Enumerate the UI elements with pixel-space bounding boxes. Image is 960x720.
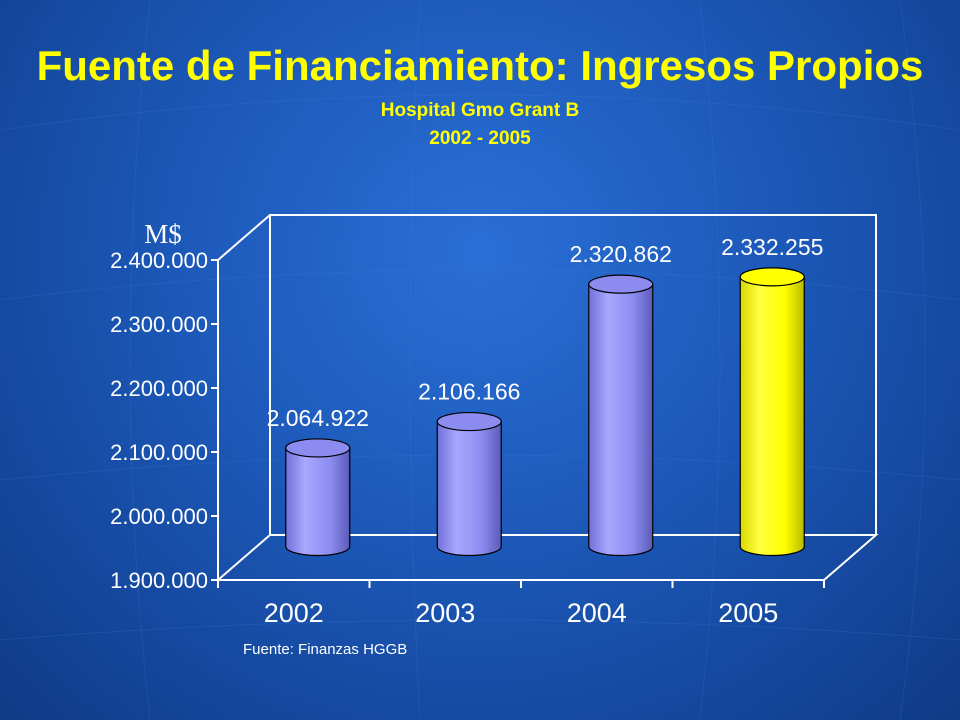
bar-2004 xyxy=(588,274,654,557)
bar-2003 xyxy=(436,411,502,557)
bar-body xyxy=(588,283,654,557)
bar-top xyxy=(285,438,351,458)
y-tick-label: 2.400.000 xyxy=(110,248,208,273)
y-tick-label: 1.900.000 xyxy=(110,568,208,593)
source-note: Fuente: Finanzas HGGB xyxy=(243,641,408,658)
bar-2005 xyxy=(739,267,805,557)
slide-subtitle-hospital: Hospital Gmo Grant B xyxy=(380,100,580,121)
chart-labels: 1.900.000 2.000.000 2.100.000 2.200.000 2.30… xyxy=(110,219,823,628)
x-tick-label: 2004 xyxy=(567,598,627,628)
bar-top xyxy=(739,267,805,287)
data-label: 2.320.862 xyxy=(570,241,672,267)
data-label: 2.064.922 xyxy=(267,405,369,431)
left-wall-edge xyxy=(217,214,271,261)
y-tick-label: 2.300.000 xyxy=(110,312,208,337)
bar-body xyxy=(436,420,502,557)
x-tick-label: 2003 xyxy=(415,598,475,628)
bar-2002 xyxy=(285,438,351,557)
data-label: 2.332.255 xyxy=(721,234,823,260)
slide-subtitle-years: 2002 - 2005 xyxy=(429,128,531,149)
chart-axes xyxy=(211,214,879,588)
chart-bars xyxy=(285,267,805,557)
slide-title: Fuente de Financiamiento: Ingresos Propi… xyxy=(36,42,924,89)
y-tick-label: 2.000.000 xyxy=(110,504,208,529)
data-label: 2.106.166 xyxy=(418,379,520,405)
bar-body xyxy=(739,276,805,557)
bar-top xyxy=(588,274,654,294)
y-tick-label: 2.200.000 xyxy=(110,376,208,401)
y-tick-label: 2.100.000 xyxy=(110,440,208,465)
chart-floor xyxy=(215,534,879,581)
bar-top xyxy=(436,411,502,432)
y-axis-label: M$ xyxy=(144,219,182,249)
x-tick-label: 2002 xyxy=(264,598,324,628)
bar-body xyxy=(285,447,351,557)
back-wall-frame xyxy=(269,214,877,535)
x-tick-label: 2005 xyxy=(718,598,778,628)
